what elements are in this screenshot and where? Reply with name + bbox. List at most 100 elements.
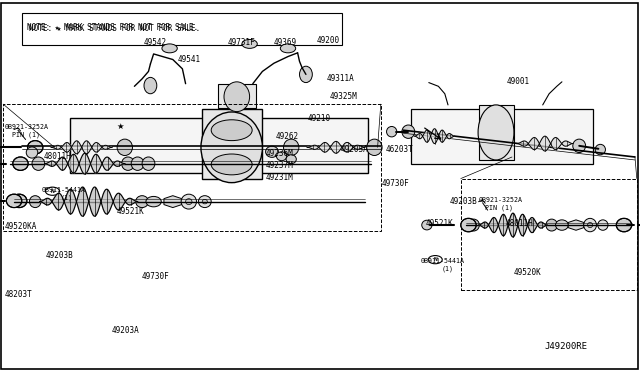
Text: 49369: 49369	[274, 38, 297, 47]
Text: NOTE: ★ MARK STANDS FOR NOT FOR SALE.: NOTE: ★ MARK STANDS FOR NOT FOR SALE.	[29, 24, 200, 33]
Ellipse shape	[588, 222, 593, 228]
Ellipse shape	[478, 105, 514, 160]
Text: 49203B: 49203B	[449, 197, 477, 206]
Text: 49521K: 49521K	[116, 207, 144, 216]
Text: 0B921-3252A: 0B921-3252A	[479, 197, 523, 203]
Bar	[461, 179, 637, 290]
Ellipse shape	[242, 39, 257, 48]
Text: 46203T: 46203T	[385, 145, 413, 154]
Text: 49262: 49262	[275, 132, 298, 141]
Text: 49541: 49541	[178, 55, 201, 64]
Text: 49001: 49001	[507, 77, 530, 86]
Ellipse shape	[280, 44, 296, 53]
Text: 48011H: 48011H	[506, 219, 533, 228]
Text: 49203A: 49203A	[112, 326, 140, 335]
Ellipse shape	[266, 146, 278, 157]
Text: 49236M: 49236M	[266, 149, 293, 158]
Polygon shape	[479, 213, 547, 237]
Text: 49203A: 49203A	[340, 145, 368, 154]
Ellipse shape	[186, 199, 192, 205]
Ellipse shape	[211, 154, 252, 175]
Text: 0B911-5441A: 0B911-5441A	[42, 187, 86, 193]
Text: 49731F: 49731F	[227, 38, 255, 47]
Text: 49203B: 49203B	[46, 251, 74, 260]
Text: 48203T: 48203T	[5, 290, 33, 299]
Ellipse shape	[367, 139, 382, 155]
Ellipse shape	[595, 144, 605, 155]
Ellipse shape	[6, 194, 22, 208]
Bar	[218, 84, 256, 108]
Ellipse shape	[202, 199, 207, 204]
Text: N: N	[51, 189, 54, 194]
Text: 49231M: 49231M	[266, 173, 293, 182]
Bar	[22, 13, 342, 45]
Text: (1): (1)	[442, 265, 454, 272]
Ellipse shape	[198, 196, 211, 208]
Ellipse shape	[556, 220, 568, 230]
Text: NOTE: ★ MARK STANDS FOR NOT FOR SALE.: NOTE: ★ MARK STANDS FOR NOT FOR SALE.	[27, 23, 198, 32]
Ellipse shape	[584, 218, 596, 232]
Text: 0B911-5441A: 0B911-5441A	[421, 258, 465, 264]
Polygon shape	[45, 153, 125, 174]
Ellipse shape	[181, 194, 196, 209]
Ellipse shape	[616, 218, 632, 232]
Polygon shape	[51, 141, 112, 154]
Text: 0B921-3252A: 0B921-3252A	[5, 124, 49, 130]
Ellipse shape	[546, 219, 557, 231]
Text: 49520KA: 49520KA	[5, 222, 38, 231]
Polygon shape	[307, 141, 365, 153]
Bar	[70, 118, 368, 173]
Bar	[202, 109, 262, 179]
Text: 49730F: 49730F	[382, 179, 410, 187]
Bar	[3, 104, 381, 231]
Polygon shape	[517, 136, 573, 151]
Ellipse shape	[211, 120, 252, 141]
Ellipse shape	[276, 152, 287, 161]
Ellipse shape	[32, 157, 45, 170]
Ellipse shape	[29, 196, 41, 208]
Ellipse shape	[13, 157, 28, 170]
Ellipse shape	[146, 196, 161, 207]
Text: 49542: 49542	[144, 38, 167, 47]
Ellipse shape	[300, 66, 312, 83]
Text: 49325M: 49325M	[330, 92, 357, 101]
Ellipse shape	[598, 220, 608, 230]
Text: 49237M: 49237M	[266, 161, 293, 170]
Ellipse shape	[284, 139, 299, 155]
Bar	[479, 105, 514, 160]
Ellipse shape	[131, 157, 144, 170]
Text: PIN (1): PIN (1)	[485, 204, 513, 211]
Text: N: N	[433, 257, 437, 262]
Ellipse shape	[387, 126, 397, 137]
Text: J49200RE: J49200RE	[544, 342, 587, 351]
Ellipse shape	[461, 218, 476, 232]
Text: 49210: 49210	[307, 114, 330, 123]
Text: 49521K: 49521K	[426, 219, 453, 228]
Ellipse shape	[12, 194, 27, 208]
Text: 49520K: 49520K	[513, 268, 541, 277]
Text: 49311A: 49311A	[326, 74, 354, 83]
Ellipse shape	[142, 157, 155, 170]
Bar	[411, 109, 593, 164]
Ellipse shape	[224, 82, 250, 112]
Ellipse shape	[136, 196, 148, 208]
Ellipse shape	[286, 155, 296, 164]
Ellipse shape	[201, 112, 262, 183]
Text: 48011H: 48011H	[44, 153, 71, 161]
Text: (1): (1)	[61, 195, 73, 201]
Ellipse shape	[28, 141, 43, 154]
Text: 49200: 49200	[317, 36, 340, 45]
Ellipse shape	[117, 139, 132, 155]
Polygon shape	[415, 129, 454, 144]
Polygon shape	[40, 187, 138, 216]
Ellipse shape	[26, 147, 38, 158]
Ellipse shape	[468, 219, 479, 231]
Ellipse shape	[162, 44, 177, 53]
Ellipse shape	[402, 125, 415, 138]
Text: PIN (1): PIN (1)	[12, 131, 40, 138]
Ellipse shape	[144, 77, 157, 94]
Ellipse shape	[122, 157, 134, 170]
Text: ★: ★	[116, 122, 124, 131]
Ellipse shape	[422, 220, 432, 230]
Text: 49730F: 49730F	[142, 272, 170, 280]
